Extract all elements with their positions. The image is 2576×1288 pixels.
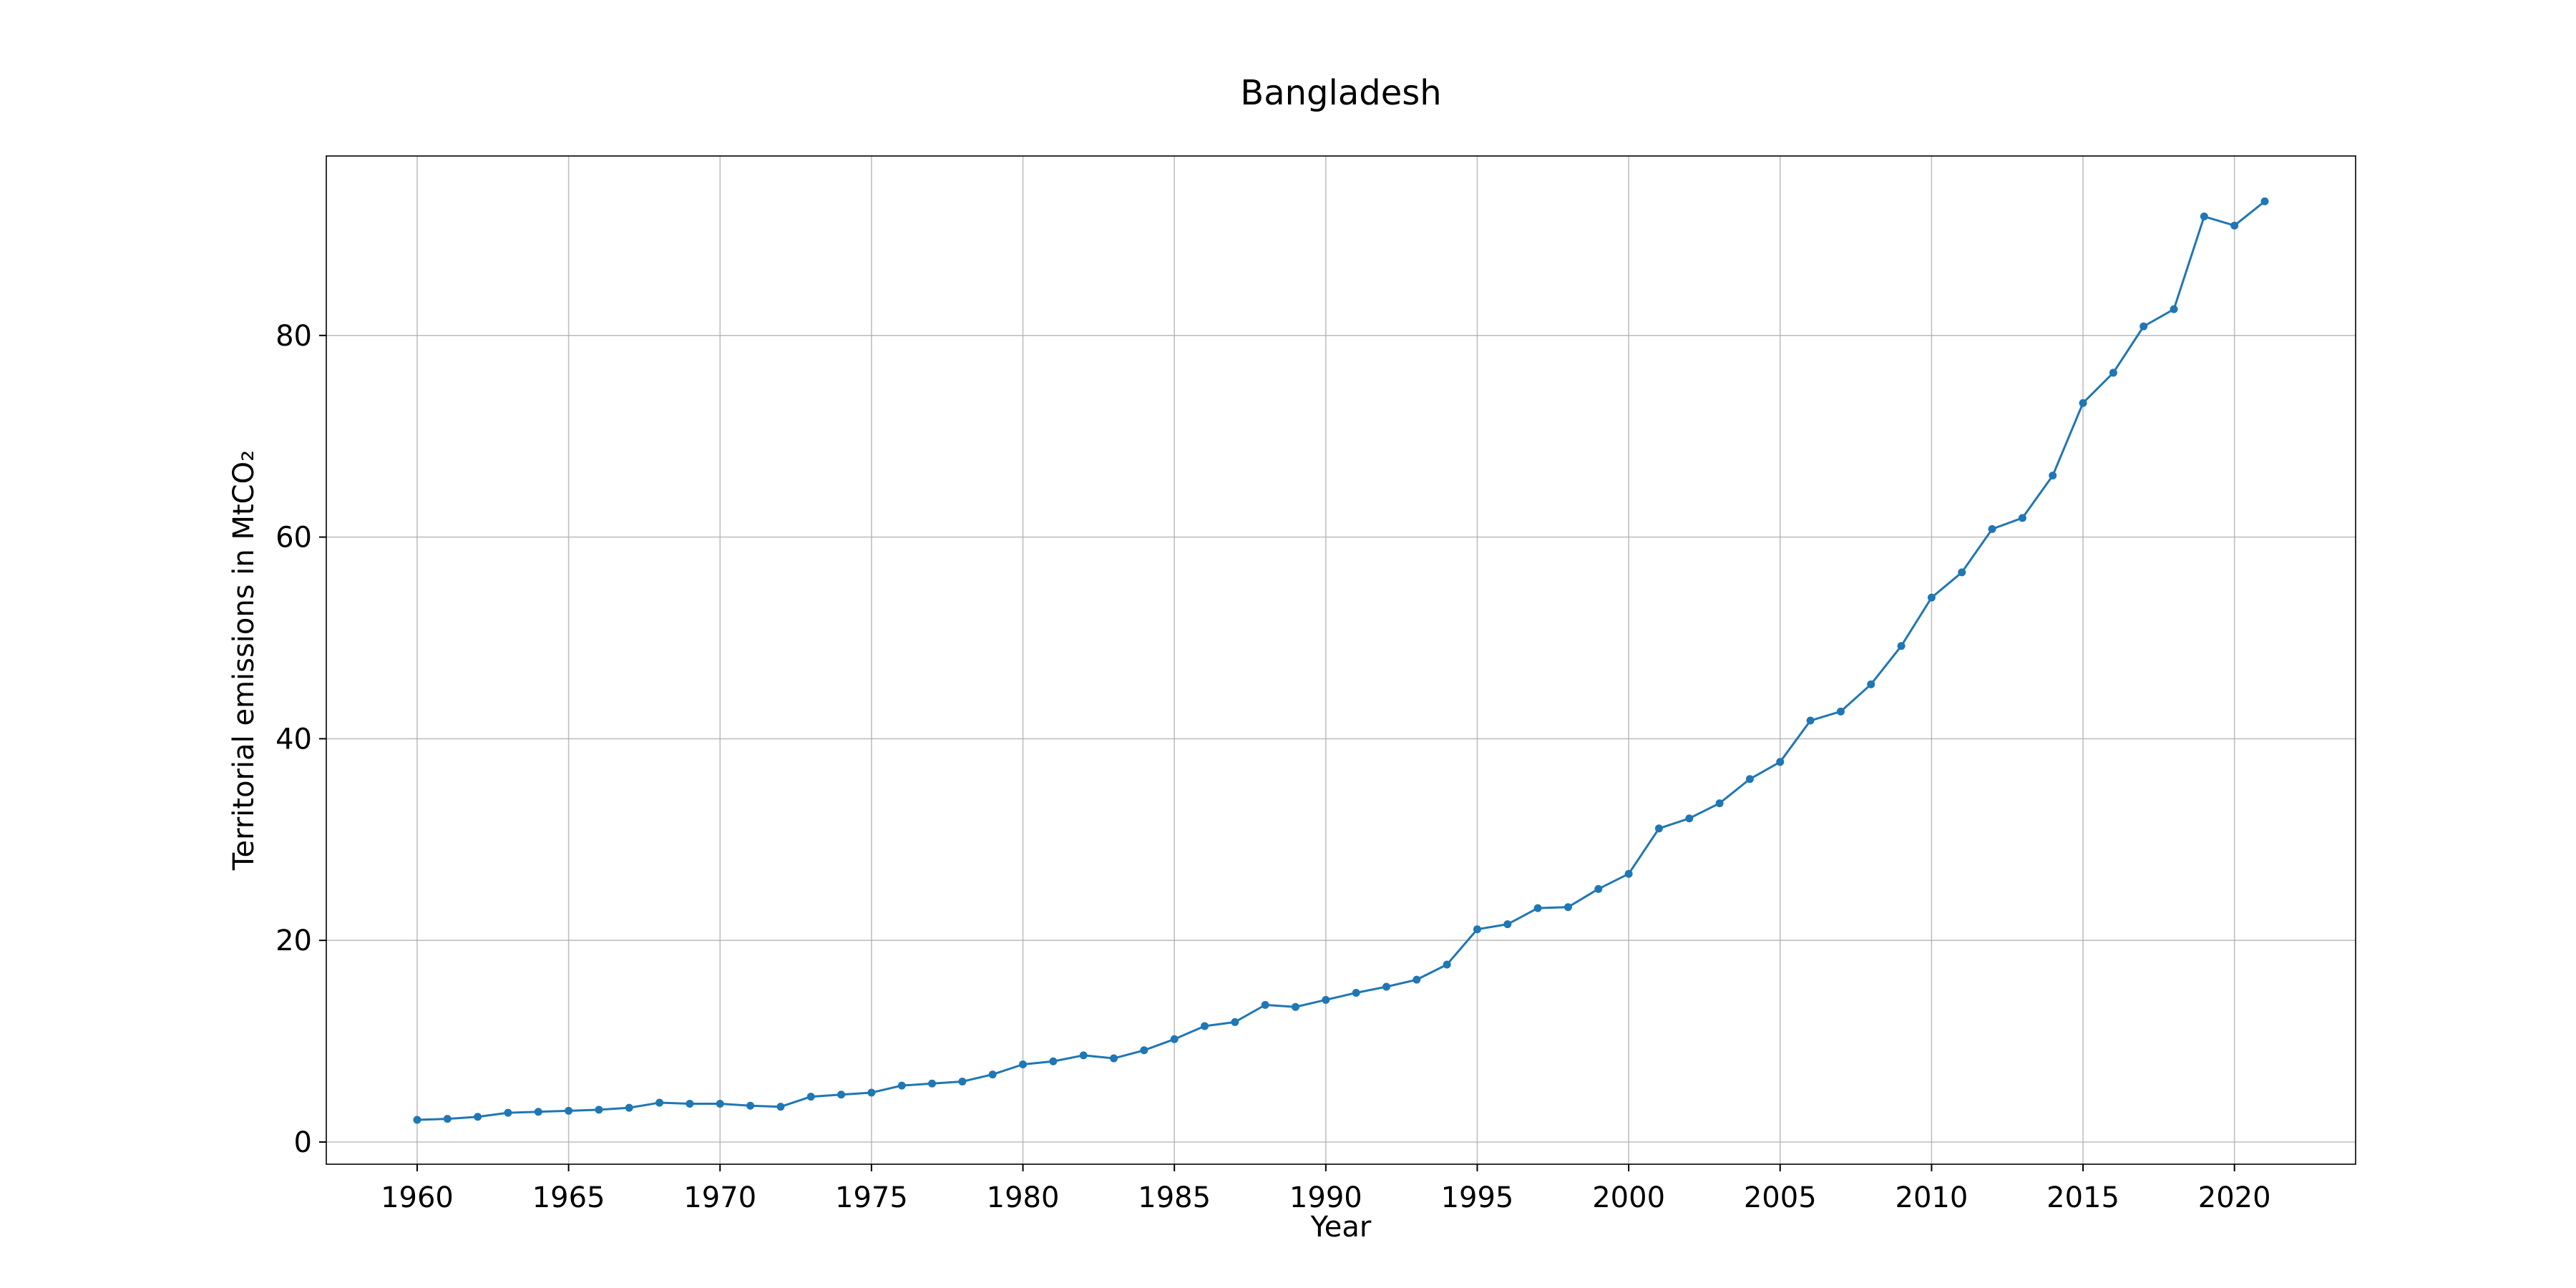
y-tick-label: 60 bbox=[275, 522, 312, 555]
data-point bbox=[867, 1088, 876, 1097]
x-tick-label: 2020 bbox=[2198, 1181, 2271, 1214]
data-point bbox=[413, 1116, 421, 1124]
data-point bbox=[1231, 1018, 1239, 1026]
data-point bbox=[534, 1108, 542, 1116]
series-layer bbox=[413, 197, 2269, 1124]
data-point bbox=[565, 1106, 573, 1115]
data-point bbox=[1624, 869, 1633, 878]
data-point bbox=[988, 1070, 997, 1079]
data-point bbox=[1988, 525, 1996, 533]
data-point bbox=[1958, 568, 1966, 577]
x-tick-label: 1995 bbox=[1441, 1181, 1514, 1214]
data-point bbox=[928, 1079, 937, 1088]
data-point bbox=[1927, 593, 1936, 602]
y-axis-label: Territorial emissions in MtCO₂ bbox=[228, 450, 260, 871]
data-point bbox=[1201, 1022, 1209, 1030]
x-tick-label: 2015 bbox=[2046, 1181, 2119, 1214]
data-point bbox=[2230, 221, 2239, 230]
y-tick-label: 40 bbox=[275, 723, 312, 756]
data-point bbox=[2260, 197, 2269, 205]
data-point bbox=[1806, 716, 1815, 725]
data-point bbox=[1594, 884, 1603, 893]
data-point bbox=[2049, 472, 2057, 480]
x-tick-label: 1975 bbox=[835, 1181, 908, 1214]
data-point bbox=[1413, 975, 1421, 984]
data-point bbox=[1654, 824, 1663, 833]
data-point bbox=[1533, 904, 1542, 912]
y-tick-label: 20 bbox=[275, 924, 312, 957]
chart-title: Bangladesh bbox=[1240, 73, 1441, 113]
ticks: 1960 1965 1970 1975 1980 1985 1990 1995 2000 2005… bbox=[275, 320, 2270, 1214]
data-point bbox=[504, 1108, 512, 1117]
data-point bbox=[2140, 322, 2148, 331]
data-point bbox=[1473, 925, 1481, 934]
data-point bbox=[2079, 399, 2087, 407]
data-point bbox=[1110, 1054, 1118, 1063]
x-tick-label: 1980 bbox=[987, 1181, 1060, 1214]
data-point bbox=[1140, 1046, 1148, 1055]
data-point bbox=[1867, 680, 1875, 688]
data-point bbox=[655, 1098, 664, 1107]
data-point bbox=[1776, 758, 1785, 766]
series-line bbox=[416, 200, 2265, 1121]
y-tick-label: 80 bbox=[275, 320, 312, 353]
data-point bbox=[1170, 1035, 1179, 1043]
data-point bbox=[1292, 1002, 1300, 1011]
x-tick-label: 2010 bbox=[1896, 1181, 1968, 1214]
x-axis-label: Year bbox=[1310, 1211, 1372, 1244]
x-tick-label: 2000 bbox=[1592, 1181, 1665, 1214]
data-point bbox=[2170, 305, 2178, 313]
x-tick-label: 1990 bbox=[1289, 1181, 1362, 1214]
data-point bbox=[1563, 903, 1572, 912]
y-tick-label: 0 bbox=[294, 1126, 312, 1159]
data-point bbox=[958, 1077, 967, 1085]
x-tick-label: 1985 bbox=[1138, 1181, 1211, 1214]
data-point bbox=[1079, 1051, 1088, 1060]
plot-frame bbox=[326, 155, 2356, 1165]
data-point bbox=[2200, 213, 2208, 221]
data-point bbox=[1897, 642, 1906, 650]
data-point bbox=[1745, 775, 1754, 784]
data-point bbox=[1352, 988, 1360, 997]
x-tick-label: 1965 bbox=[532, 1181, 605, 1214]
data-point bbox=[2018, 514, 2026, 522]
data-point bbox=[1049, 1057, 1058, 1065]
data-point bbox=[1685, 814, 1694, 823]
data-point bbox=[1382, 982, 1390, 991]
data-point bbox=[625, 1103, 633, 1112]
data-point bbox=[1715, 799, 1724, 808]
x-tick-label: 1960 bbox=[381, 1181, 454, 1214]
data-point bbox=[474, 1113, 482, 1121]
data-point bbox=[837, 1091, 846, 1099]
data-point bbox=[1019, 1060, 1028, 1069]
data-point bbox=[1503, 920, 1512, 929]
data-point bbox=[776, 1103, 785, 1111]
data-point bbox=[1836, 707, 1845, 716]
data-point bbox=[595, 1106, 603, 1114]
x-tick-label: 2005 bbox=[1744, 1181, 1817, 1214]
data-point bbox=[897, 1081, 906, 1090]
data-point bbox=[2109, 369, 2117, 377]
data-point bbox=[1261, 1000, 1269, 1009]
data-point bbox=[806, 1093, 815, 1101]
data-point bbox=[686, 1099, 694, 1108]
grid bbox=[326, 156, 2356, 1164]
data-point bbox=[1443, 960, 1451, 969]
x-tick-label: 1970 bbox=[683, 1181, 756, 1214]
data-point bbox=[716, 1099, 724, 1108]
data-point bbox=[1322, 995, 1330, 1004]
data-point bbox=[443, 1115, 452, 1123]
data-point bbox=[746, 1101, 755, 1110]
